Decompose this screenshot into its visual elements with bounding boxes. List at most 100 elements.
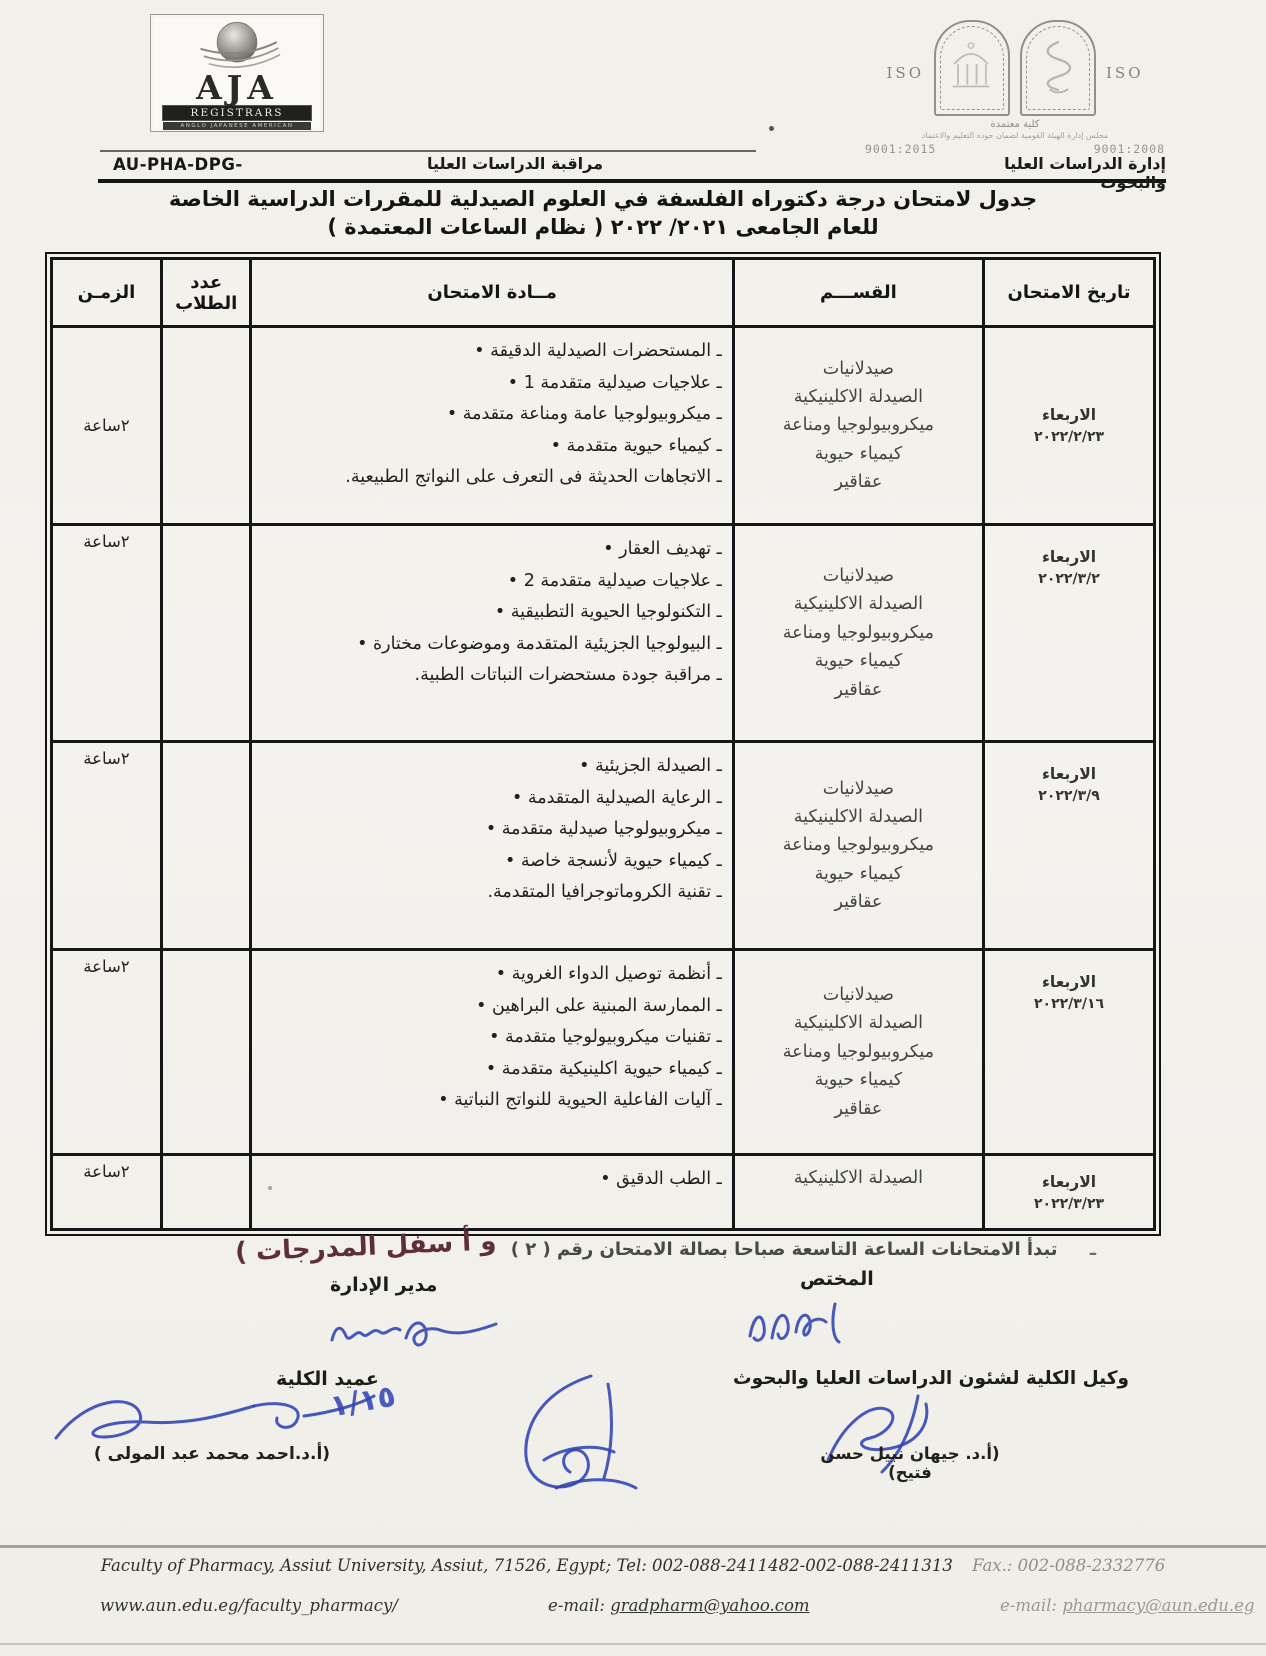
email-label: e-mail: (548, 1596, 605, 1615)
exam-day: الاربعاء (1041, 406, 1097, 424)
scan-speckle (268, 1186, 272, 1190)
table-row: الاربعاء ٢٠٢٢/٣/١٦ صيدلانيات الصيدلة الا… (50, 948, 1156, 1156)
department-line: كيمياء حيوية (814, 1070, 903, 1091)
email-address: pharmacy@aun.edu.eg (1062, 1596, 1255, 1615)
department-line: الصيدلة الاكلينيكية (793, 1168, 924, 1188)
subject-line: ـ أنظمة توصيل الدواء الغروية • (495, 964, 722, 984)
duration-cell: ٢ساعة (50, 325, 163, 526)
duration-cell: ٢ساعة (50, 523, 163, 743)
exam-date-cell: الاربعاء ٢٠٢٢/٢/٢٣ (982, 325, 1156, 526)
subjects-cell: ـ تهديف العقار • ـ علاجيات صيدلية متقدمة… (249, 523, 735, 743)
department-line: عقاقير (834, 1098, 883, 1119)
department-line: كيمياء حيوية (814, 863, 903, 884)
duration-cell: ٢ساعة (50, 1153, 163, 1231)
department-line: ميكروبيولوجيا ومناعة (782, 622, 935, 643)
iso-cert-number-right: 9001:2008 (1093, 142, 1165, 156)
col-header-department: القســـم (731, 257, 986, 328)
subject-line: ـ الصيدلة الجزيئية • (579, 756, 722, 776)
aja-registrars-logo: AJA REGISTRARS ANGLO JAPANESE AMERICAN (150, 14, 324, 132)
specialist-signature (748, 1302, 841, 1344)
department-cell: صيدلانيات الصيدلة الاكلينيكية ميكروبيولو… (731, 523, 986, 743)
exam-date: ٢٠٢٢/٢/٢٣ (1034, 429, 1105, 445)
students-count-cell (159, 740, 253, 951)
subjects-cell: ـ المستحضرات الصيدلية الدقيقة • ـ علاجيا… (249, 325, 735, 526)
aja-registrars-band: REGISTRARS (162, 104, 312, 121)
department-line: كيمياء حيوية (814, 443, 903, 464)
exam-day: الاربعاء (1041, 548, 1097, 566)
students-count-cell (159, 1153, 253, 1231)
col-header-duration: الزمـن (50, 257, 163, 328)
department-cell: صيدلانيات الصيدلة الاكلينيكية ميكروبيولو… (731, 325, 986, 526)
col-header-students: عدد الطلاب (159, 257, 253, 328)
department-line: عقاقير (834, 892, 883, 913)
department-line: الصيدلة الاكلينيكية (793, 806, 924, 827)
subject-line: ـ الممارسة المبنية على البراهين • (476, 995, 722, 1016)
col-header-subject: مــادة الامتحان (249, 257, 735, 328)
duration-cell: ٢ساعة (50, 948, 163, 1156)
vice-dean-signature (826, 1394, 929, 1474)
exam-date: ٢٠٢٢/٣/٢ (1038, 571, 1100, 587)
note-handwritten-annotation: و أ سفل المدرجات ) (234, 1226, 497, 1268)
center-signature (524, 1374, 638, 1490)
dean-name: (أ.د.احمد محمد عبد المولى ) (93, 1444, 331, 1464)
department-line: صيدلانيات (822, 358, 895, 379)
globe-icon (200, 21, 281, 68)
vice-dean-title-label: وكيل الكلية لشئون الدراسات العليا والبحو… (733, 1368, 1129, 1389)
email-label: e-mail: (1000, 1596, 1057, 1615)
header-rule-thin (100, 150, 756, 152)
exam-schedule-table: تاريخ الامتحان القســـم مــادة الامتحان … (50, 257, 1156, 1231)
table-row: الاربعاء ٢٠٢٢/٣/٢٣ الصيدلة الاكلينيكية ـ… (50, 1153, 1156, 1231)
iso-label-right: ISO (1106, 64, 1144, 82)
subjects-cell: ـ أنظمة توصيل الدواء الغروية • ـ الممارس… (249, 948, 735, 1156)
department-line: ميكروبيولوجيا ومناعة (782, 1041, 935, 1062)
dean-signature (54, 1394, 376, 1440)
exam-date: ٢٠٢٢/٣/٩ (1038, 788, 1100, 804)
department-line: عقاقير (834, 472, 883, 493)
iso-accreditation-stamps: ISO ISO كلية مع (845, 20, 1185, 156)
header-rule-main (98, 179, 1166, 183)
specialist-label: المختص (800, 1268, 874, 1290)
exam-date-cell: الاربعاء ٢٠٢٢/٣/٢٣ (982, 1153, 1156, 1231)
department-line: ميكروبيولوجيا ومناعة (782, 415, 935, 436)
subject-line: ـ الرعاية الصيدلية المتقدمة • (511, 787, 722, 808)
students-count-cell (159, 325, 253, 526)
department-line: صيدلانيات (822, 566, 895, 587)
graduate-studies-admin-label: إدارة الدراسات العليا والبحوث (1004, 154, 1166, 192)
footer-divider (0, 1545, 1266, 1548)
department-line: الصيدلة الاكلينيكية (793, 594, 924, 615)
note-dash: ـ (1089, 1239, 1096, 1260)
department-line: ميكروبيولوجيا ومناعة (782, 835, 935, 856)
subject-line: ـ مراقبة جودة مستحضرات النباتات الطبية. (414, 665, 722, 685)
subject-line: ـ ميكروبيولوجيا صيدلية متقدمة • (485, 819, 722, 839)
aja-tagline: ANGLO JAPANESE AMERICAN (163, 121, 311, 130)
department-line: الصيدلة الاكلينيكية (793, 386, 924, 407)
exam-day: الاربعاء (1041, 1172, 1097, 1191)
subject-line: ـ تهديف العقار • (603, 539, 722, 559)
table-row: الاربعاء ٢٠٢٢/٢/٢٣ صيدلانيات الصيدلة الا… (50, 325, 1156, 526)
subject-line: ـ كيمياء حيوية اكلينيكية متقدمة • (485, 1058, 722, 1079)
title-line-1: جدول لامتحان درجة دكتوراه الفلسفة في الع… (168, 187, 1038, 211)
department-line: صيدلانيات (822, 778, 895, 799)
footer-contact-line: Faculty of Pharmacy, Assiut University, … (60, 1556, 1206, 1575)
exam-schedule-table-wrapper: تاريخ الامتحان القســـم مــادة الامتحان … (45, 252, 1161, 1236)
document-title: جدول لامتحان درجة دكتوراه الفلسفة في الع… (45, 187, 1161, 239)
department-cell: صيدلانيات الصيدلة الاكلينيكية ميكروبيولو… (731, 740, 986, 951)
pharmacy-stamp-icon (1020, 20, 1096, 116)
subject-line: ـ آليات الفاعلية الحيوية للنواتج النباتي… (438, 1090, 722, 1110)
exam-start-note: ـ تبدأ الامتحانات الساعة التاسعة صباحا ب… (235, 1226, 1096, 1267)
university-stamp-icon (934, 20, 1010, 116)
exam-date-cell: الاربعاء ٢٠٢٢/٣/٢ (982, 523, 1156, 743)
exam-date: ٢٠٢٢/٣/٢٣ (1034, 1195, 1105, 1212)
iso-label-left: ISO (886, 64, 924, 82)
gradpharm-email: e-mail: gradpharm@yahoo.com (548, 1596, 810, 1615)
serpent-cup-icon (1046, 40, 1072, 94)
table-header-row: تاريخ الامتحان القســـم مــادة الامتحان … (50, 257, 1156, 328)
pharmacy-email: e-mail: pharmacy@aun.edu.eg (1000, 1596, 1255, 1615)
subjects-cell: ـ الصيدلة الجزيئية • ـ الرعاية الصيدلية … (249, 740, 735, 951)
exam-date-cell: الاربعاء ٢٠٢٢/٣/٩ (982, 740, 1156, 951)
department-line: الصيدلة الاكلينيكية (793, 1013, 924, 1034)
students-count-cell (159, 523, 253, 743)
stamp-caption-small: مجلس إدارة الهيئة القومية لضمان جودة الت… (921, 131, 1109, 140)
subject-line: ـ كيمياء حيوية لأنسجة خاصة • (505, 850, 722, 871)
